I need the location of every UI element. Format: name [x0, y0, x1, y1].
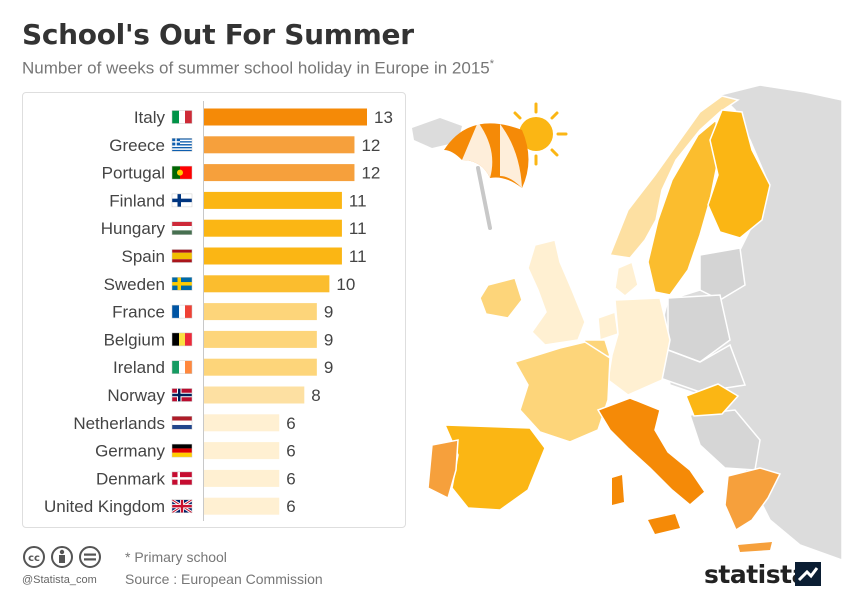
map-ireland	[479, 277, 523, 319]
map-netherlands	[597, 310, 619, 342]
spain-flag	[171, 249, 193, 263]
subtitle-text: Number of weeks of summer school holiday…	[22, 58, 490, 78]
category-label-germany: Germany	[95, 442, 165, 461]
value-label-united-kingdom: 6	[286, 497, 295, 516]
category-label-belgium: Belgium	[104, 330, 165, 349]
belgium-flag	[171, 332, 193, 347]
value-label-spain: 11	[349, 247, 367, 266]
bar-netherlands	[204, 414, 280, 432]
category-label-sweden: Sweden	[104, 275, 165, 294]
map-greece	[724, 467, 782, 532]
bar-chart: Italy 13 Greece 12 Portugal 12 Finland 11 Hungar…	[44, 101, 393, 521]
map-finland	[707, 109, 771, 239]
bar-france	[204, 303, 317, 321]
map-italy	[596, 397, 706, 506]
bar-united-kingdom	[204, 497, 280, 515]
value-label-france: 9	[324, 303, 333, 322]
category-label-portugal: Portugal	[102, 164, 165, 183]
netherlands-flag	[171, 416, 193, 430]
ireland-flag	[171, 360, 193, 374]
value-label-hungary: 11	[349, 219, 367, 238]
bar-norway	[204, 386, 305, 404]
map-crete	[738, 542, 772, 552]
chart-panel: Italy 13 Greece 12 Portugal 12 Finland 11 Hungar…	[22, 92, 406, 528]
category-label-hungary: Hungary	[101, 219, 166, 238]
value-label-belgium: 9	[324, 330, 333, 349]
map-sicily	[648, 514, 680, 534]
bar-hungary	[204, 219, 342, 237]
sweden-flag	[171, 277, 193, 291]
statista-logo-icon	[795, 562, 821, 586]
statista-handle: @Statista_com	[22, 574, 97, 586]
bar-portugal	[204, 164, 355, 182]
finland-flag	[171, 193, 193, 208]
source-text: Source : European Commission	[125, 571, 323, 587]
france-flag	[171, 304, 193, 319]
bar-denmark	[204, 469, 280, 487]
footnote: * Primary school	[125, 549, 227, 565]
license-icons: cc	[23, 546, 101, 568]
value-label-norway: 8	[311, 386, 320, 405]
value-label-portugal: 12	[361, 164, 380, 183]
category-label-ireland: Ireland	[113, 358, 165, 377]
umbrella-icon	[444, 122, 529, 230]
cc-icon: cc	[23, 546, 45, 568]
value-label-ireland: 9	[324, 358, 333, 377]
chart-title: School's Out For Summer	[22, 18, 414, 51]
category-label-finland: Finland	[109, 191, 165, 210]
map-germany	[607, 297, 671, 396]
map-denmark	[614, 260, 639, 297]
category-label-norway: Norway	[107, 386, 165, 405]
category-label-netherlands: Netherlands	[73, 414, 165, 433]
category-label-spain: Spain	[122, 247, 165, 266]
chart-subtitle: Number of weeks of summer school holiday…	[22, 58, 494, 79]
value-label-denmark: 6	[286, 469, 295, 488]
map-portugal	[427, 439, 459, 500]
bar-italy	[204, 108, 367, 126]
bar-germany	[204, 442, 280, 460]
map-france	[513, 341, 611, 443]
value-label-netherlands: 6	[286, 414, 295, 433]
no-derivatives-icon	[79, 546, 101, 568]
norway-flag	[171, 388, 193, 402]
value-label-sweden: 10	[336, 275, 355, 294]
svg-text:cc: cc	[28, 553, 40, 564]
attribution-icon	[51, 546, 73, 568]
category-label-italy: Italy	[134, 108, 166, 127]
denmark-flag	[171, 471, 193, 486]
subtitle-footnote-mark: *	[489, 58, 495, 70]
bar-greece	[204, 136, 355, 154]
bar-sweden	[204, 275, 330, 293]
bar-belgium	[204, 330, 317, 348]
map-sweden	[647, 118, 719, 296]
map-united-kingdom	[527, 239, 586, 346]
map-norway	[608, 95, 740, 259]
category-label-united-kingdom: United Kingdom	[44, 497, 165, 516]
category-label-denmark: Denmark	[96, 469, 165, 488]
category-label-greece: Greece	[109, 136, 165, 155]
map-iceland	[412, 118, 462, 148]
italy-flag	[171, 110, 193, 124]
value-label-germany: 6	[286, 442, 295, 461]
value-label-greece: 12	[361, 136, 380, 155]
map-sardinia	[612, 475, 624, 505]
map-baltics	[699, 247, 746, 301]
portugal-flag	[171, 165, 193, 180]
statista-brand: statista	[704, 560, 808, 589]
bar-spain	[204, 247, 342, 265]
map-spain	[443, 424, 546, 511]
bar-ireland	[204, 358, 317, 376]
united-kingdom-flag	[171, 498, 193, 514]
category-label-france: France	[112, 303, 165, 322]
greece-flag	[171, 138, 193, 152]
germany-flag	[171, 443, 193, 458]
value-label-italy: 13	[374, 108, 393, 127]
map-hungary	[685, 383, 740, 417]
value-label-finland: 11	[349, 191, 367, 210]
hungary-flag	[171, 221, 193, 235]
bar-finland	[204, 191, 342, 209]
